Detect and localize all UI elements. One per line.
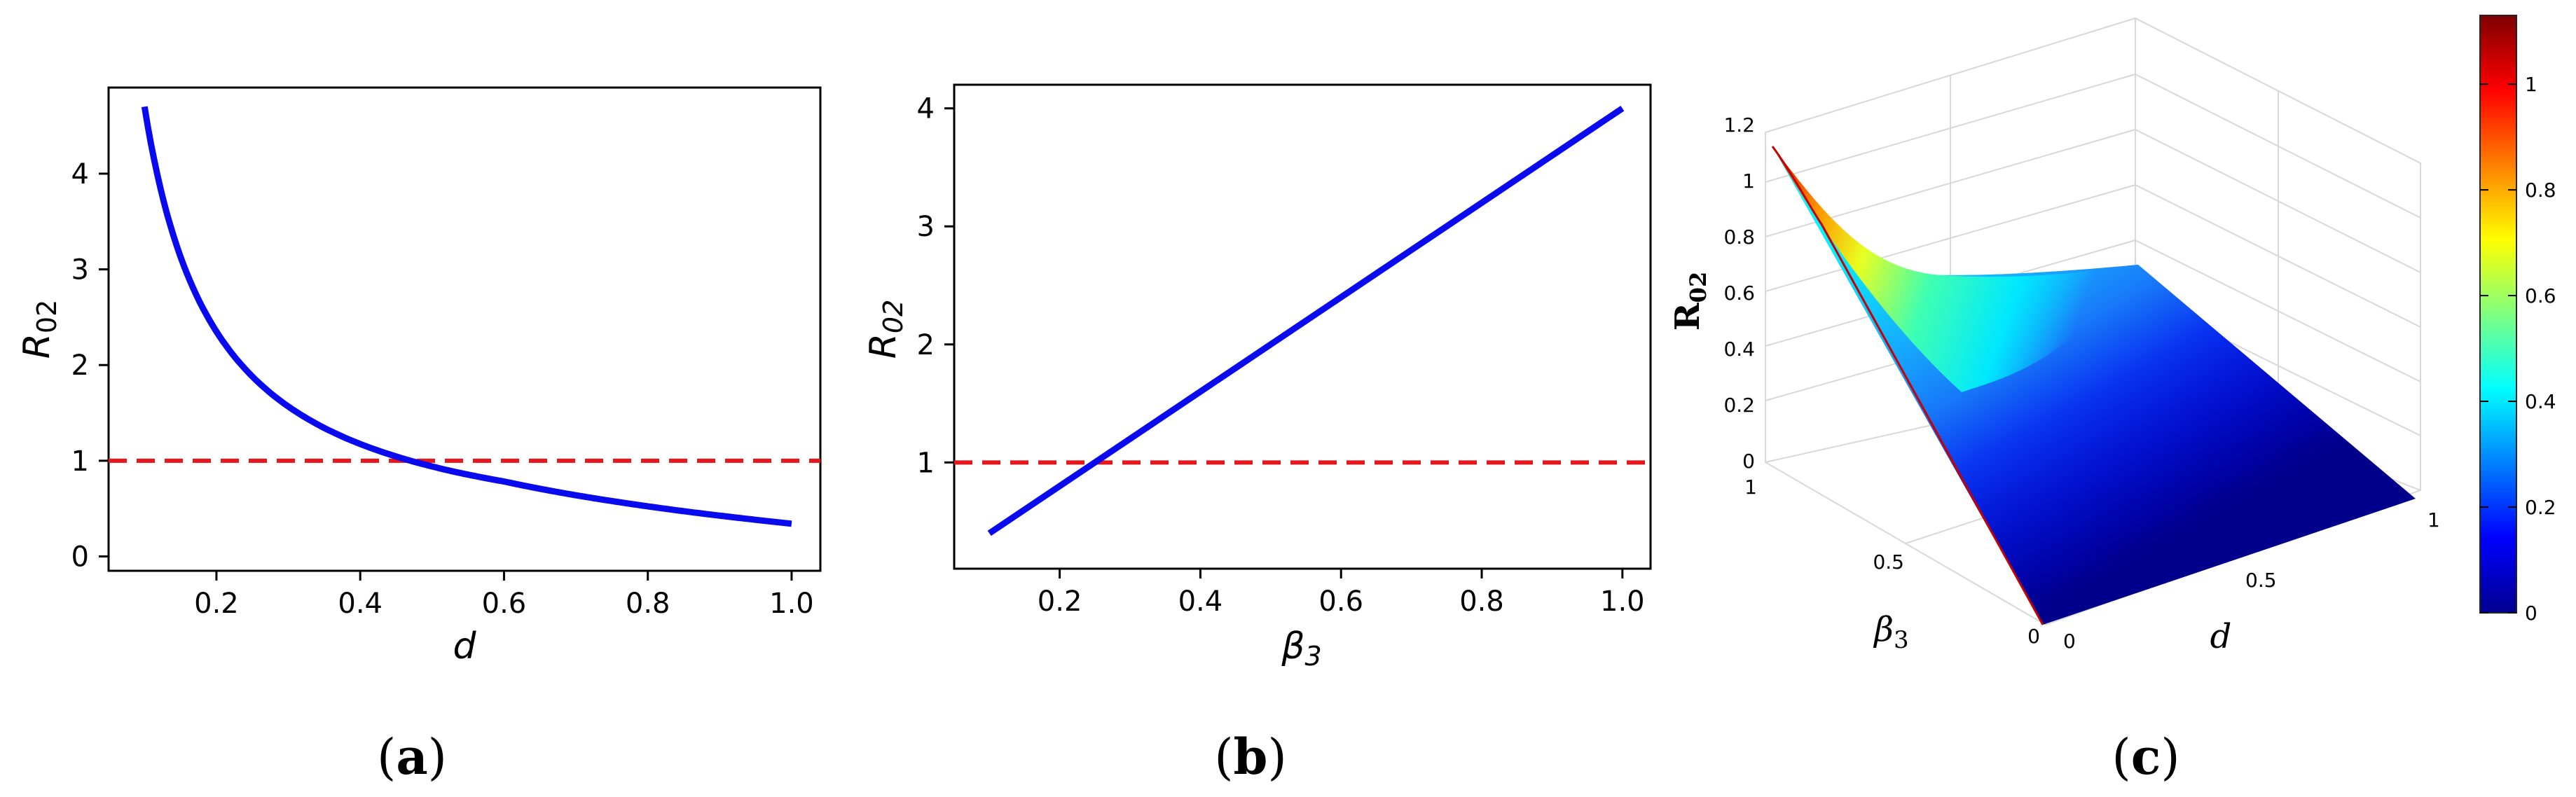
y-axis-label: β3 (1873, 610, 1908, 654)
y-axis-ticks: 0 0.5 1 (1744, 476, 2040, 648)
colorbar-gradient (2479, 15, 2517, 614)
z-tick-label: 1 (1742, 169, 1755, 193)
z-tick-label: 0 (1742, 450, 1755, 473)
x-axis-label: d (453, 625, 476, 667)
z-tick-label: 0.8 (1723, 226, 1755, 249)
x-tick-label: 1.0 (1600, 585, 1645, 618)
y-tick-label: 4 (917, 93, 935, 125)
x-tick-label: 1 (2427, 508, 2440, 532)
x-tick-label: 0.4 (338, 588, 383, 620)
colorbar: 0 0.2 0.4 0.6 0.8 1 (2479, 15, 2556, 625)
x-axis-ticks: 0.2 0.4 0.6 0.8 1.0 (1038, 569, 1645, 618)
x-tick-label: 0.5 (2245, 569, 2277, 592)
x-tick-label: 0.6 (1318, 585, 1363, 618)
x-axis-ticks: 0 0.5 1 (2063, 508, 2440, 653)
surface (1771, 146, 2416, 625)
y-axis-label: R02 (862, 300, 909, 359)
panel-c: 0 0.2 0.4 0.6 0.8 1 1.2 0 0.5 1 0 0.5 1 … (1668, 15, 2556, 786)
y-tick-label: 1 (917, 447, 935, 479)
x-tick-label: 0.8 (626, 588, 670, 620)
colorbar-tick-label: 1 (2525, 73, 2537, 96)
x-tick-label: 0.8 (1459, 585, 1504, 618)
y-tick-label: 2 (917, 329, 935, 361)
y-tick-label: 4 (71, 158, 89, 190)
colorbar-tick-label: 0.6 (2525, 284, 2556, 307)
y-axis-ticks: 1 2 3 4 (917, 93, 954, 479)
line-series (987, 105, 1625, 536)
y-tick-label: 2 (71, 349, 89, 382)
y-tick-label: 0 (2027, 625, 2040, 648)
z-tick-label: 0.6 (1723, 282, 1755, 305)
y-axis-label: R02 (16, 300, 62, 359)
x-tick-label: 0.4 (1178, 585, 1223, 618)
y-axis-ticks: 0 1 2 3 4 (71, 158, 109, 574)
colorbar-tick-label: 0 (2525, 602, 2537, 625)
y-tick-label: 3 (71, 254, 89, 286)
z-axis-ticks: 0 0.2 0.4 0.6 0.8 1 1.2 (1723, 113, 1755, 473)
z-axis-label: R02 (1668, 272, 1711, 331)
x-tick-label: 0.2 (194, 588, 239, 620)
x-axis-label: β3 (1281, 625, 1321, 672)
y-tick-label: 0.5 (1873, 550, 1904, 574)
colorbar-tick-label: 0.4 (2525, 390, 2556, 413)
x-tick-label: 0.6 (482, 588, 527, 620)
y-tick-label: 3 (917, 211, 935, 243)
colorbar-ticks: 0 0.2 0.4 0.6 0.8 1 (2480, 73, 2556, 625)
x-tick-label: 1.0 (769, 588, 814, 620)
plot-frame (953, 83, 1652, 570)
y-tick-label: 0 (71, 541, 89, 574)
x-axis-ticks: 0.2 0.4 0.6 0.8 1.0 (194, 571, 814, 620)
panel-caption: (b) (1214, 728, 1287, 786)
x-tick-label: 0.2 (1038, 585, 1082, 618)
panel-b: 0.2 0.4 0.6 0.8 1.0 1 2 3 4 β3 R02 (b) (862, 83, 1652, 786)
colorbar-tick-label: 0.8 (2525, 179, 2556, 202)
z-tick-label: 0.2 (1723, 394, 1755, 417)
curve-series (141, 106, 792, 527)
y-tick-label: 1 (1744, 476, 1757, 499)
panel-caption: (c) (2112, 728, 2179, 786)
panel-caption: (a) (377, 728, 447, 786)
z-tick-label: 0.4 (1723, 338, 1755, 361)
z-tick-label: 1.2 (1723, 113, 1755, 137)
x-axis-label: d (2210, 617, 2232, 656)
x-tick-label: 0 (2063, 630, 2076, 653)
panel-a: 0.2 0.4 0.6 0.8 1.0 0 1 2 3 4 d R02 (a) (16, 86, 822, 786)
plot-frame (107, 86, 822, 572)
colorbar-tick-label: 0.2 (2525, 496, 2556, 519)
y-tick-label: 1 (71, 445, 89, 478)
